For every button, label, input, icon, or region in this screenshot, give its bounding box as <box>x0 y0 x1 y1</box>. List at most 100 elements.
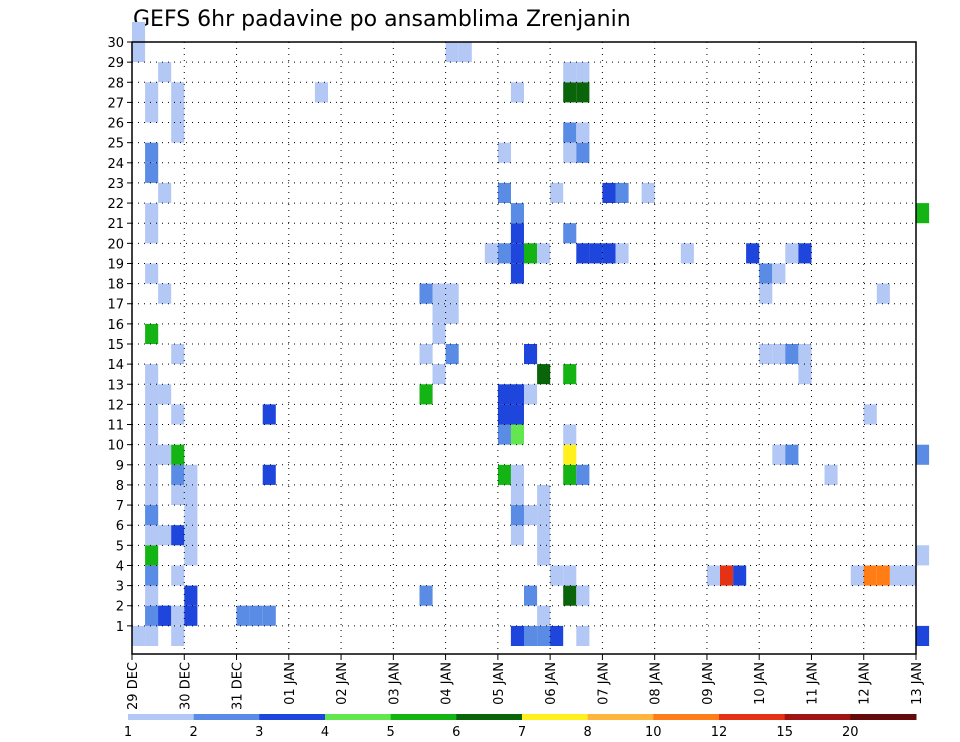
heatmap-cell <box>184 605 198 626</box>
heatmap-cell <box>537 605 551 626</box>
heatmap-cell <box>510 384 524 405</box>
heatmap-cell <box>563 122 577 143</box>
heatmap-cell <box>680 243 694 264</box>
y-tick-label: 2 <box>116 600 124 615</box>
legend-swatch <box>259 714 326 720</box>
heatmap-cell <box>576 243 590 264</box>
heatmap-cell <box>550 565 564 586</box>
x-tick-label: 12 JAN <box>858 662 873 705</box>
heatmap-cell <box>145 464 159 485</box>
legend-label: 10 <box>645 725 662 740</box>
heatmap-cell <box>145 525 159 546</box>
heatmap-cell <box>615 243 629 264</box>
y-tick-label: 1 <box>116 620 124 635</box>
heatmap-cell <box>510 263 524 284</box>
heatmap-cell <box>445 303 459 324</box>
x-tick-label: 01 JAN <box>283 662 298 705</box>
heatmap-cell <box>510 625 524 646</box>
heatmap-cell <box>171 464 185 485</box>
heatmap-cell <box>145 82 159 103</box>
heatmap-cell <box>145 605 159 626</box>
y-tick-label: 27 <box>107 96 124 111</box>
heatmap-cell <box>145 142 159 163</box>
legend-swatch <box>719 714 786 720</box>
heatmap-cell <box>510 243 524 264</box>
heatmap-cell <box>132 42 146 63</box>
y-tick-label: 22 <box>107 197 124 212</box>
heatmap-cell <box>576 464 590 485</box>
heatmap-cell <box>537 505 551 526</box>
heatmap-cell <box>576 82 590 103</box>
x-tick-label: 13 JAN <box>910 662 925 705</box>
heatmap-cell <box>145 505 159 526</box>
y-tick-label: 9 <box>116 459 124 474</box>
heatmap-cell <box>863 404 877 425</box>
y-tick-label: 14 <box>107 358 124 373</box>
heatmap-cell <box>145 585 159 606</box>
y-tick-label: 15 <box>107 338 124 353</box>
heatmap-cell <box>824 464 838 485</box>
x-tick-label: 05 JAN <box>492 662 507 705</box>
y-axis: 1234567891011121314151617181920212223242… <box>107 36 132 635</box>
heatmap-cell <box>563 223 577 244</box>
heatmap-cell <box>602 182 616 203</box>
legend-swatch <box>587 714 654 720</box>
x-tick-label: 03 JAN <box>387 662 402 705</box>
y-tick-label: 10 <box>107 439 124 454</box>
y-tick-label: 17 <box>107 298 124 313</box>
heatmap-cell <box>785 344 799 365</box>
heatmap-cell <box>184 484 198 505</box>
heatmap-cell <box>445 42 459 63</box>
heatmap-cell <box>458 42 472 63</box>
heatmap-cell <box>733 565 747 586</box>
heatmap-cell <box>145 625 159 646</box>
heatmap-cell <box>510 525 524 546</box>
legend-swatch <box>325 714 392 720</box>
heatmap-cell <box>576 122 590 143</box>
legend-label: 1 <box>124 725 132 740</box>
heatmap-cell <box>537 243 551 264</box>
heatmap-cell <box>132 21 146 42</box>
heatmap-cell <box>419 384 433 405</box>
heatmap-cell <box>537 484 551 505</box>
heatmap-cell <box>510 505 524 526</box>
heatmap-cell <box>158 605 172 626</box>
heatmap-cell <box>132 625 146 646</box>
heatmap-cell <box>314 82 328 103</box>
heatmap-cell <box>158 444 172 465</box>
y-tick-label: 5 <box>116 539 124 554</box>
x-tick-label: 10 JAN <box>753 662 768 705</box>
heatmap-cell <box>497 384 511 405</box>
legend-swatch <box>390 714 457 720</box>
x-tick-label: 09 JAN <box>701 662 716 705</box>
heatmap-cell <box>772 444 786 465</box>
heatmap-cell <box>706 565 720 586</box>
y-tick-label: 30 <box>107 36 124 51</box>
heatmap-cell <box>889 565 903 586</box>
heatmap-cell <box>145 384 159 405</box>
y-tick-label: 21 <box>107 217 124 232</box>
heatmap-cell <box>510 484 524 505</box>
heatmap-cell <box>798 243 812 264</box>
heatmap-cell <box>876 283 890 304</box>
y-tick-label: 13 <box>107 378 124 393</box>
heatmap-cell <box>510 82 524 103</box>
heatmap-cell <box>145 565 159 586</box>
x-tick-label: 04 JAN <box>440 662 455 705</box>
legend-label: 5 <box>387 725 395 740</box>
legend-label: 8 <box>584 725 592 740</box>
heatmap-cell <box>158 283 172 304</box>
x-axis: 29 DEC 30 DEC 31 DEC 01 JAN 02 JAN 03 JAN 04 J… <box>126 654 925 710</box>
heatmap-cell <box>916 625 930 646</box>
legend-label: 12 <box>711 725 728 740</box>
heatmap-cell <box>171 404 185 425</box>
heatmap-cell <box>432 364 446 385</box>
heatmap-cell <box>184 545 198 566</box>
heatmap-cell <box>171 122 185 143</box>
grid-lines <box>132 42 917 654</box>
heatmap-cell <box>145 424 159 445</box>
heatmap-cell <box>145 484 159 505</box>
heatmap-cell <box>524 625 538 646</box>
heatmap-cell <box>563 142 577 163</box>
